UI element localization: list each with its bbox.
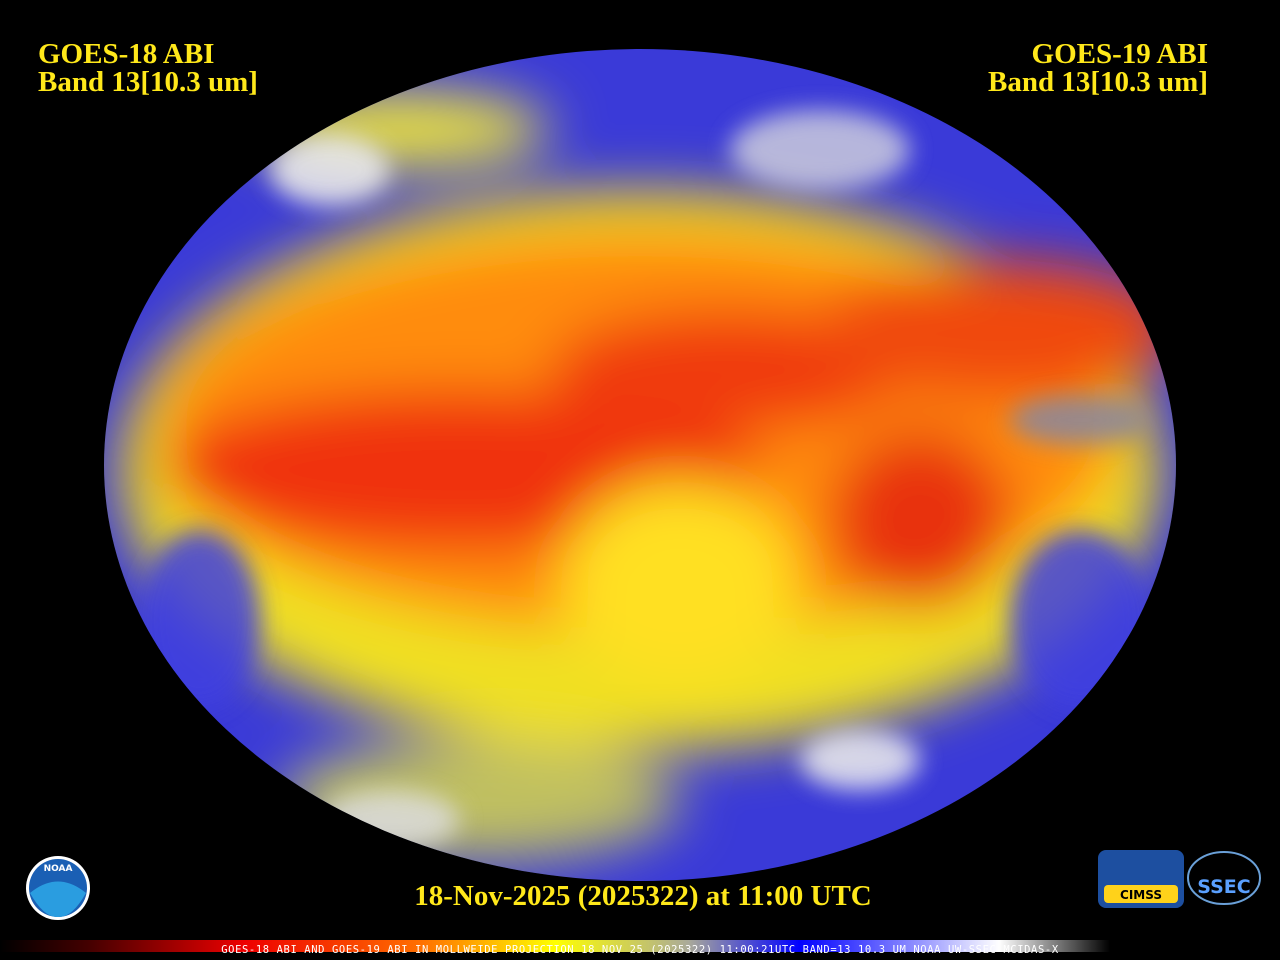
right-satellite: GOES-19 ABI <box>1031 38 1208 70</box>
noaa-logo: NOAA <box>26 856 90 920</box>
cimss-logo: CIMSS <box>1098 850 1184 908</box>
left-satellite: GOES-18 ABI <box>38 38 215 70</box>
left-band: Band 13[10.3 um] <box>38 66 258 98</box>
footer: GOES-18 ABI AND GOES-19 ABI IN MOLLWEIDE… <box>221 944 1059 956</box>
ssec-logo: SSEC <box>1187 851 1261 905</box>
ssec-text: SSEC <box>1197 876 1250 898</box>
right-band: Band 13[10.3 um] <box>988 66 1208 98</box>
globe <box>104 49 1176 881</box>
noaa-text: NOAA <box>44 864 73 874</box>
color-bar <box>0 940 1110 952</box>
timestamp: 18-Nov-2025 (2025322) at 11:00 UTC <box>414 880 872 912</box>
cimss-text: CIMSS <box>1120 888 1162 902</box>
